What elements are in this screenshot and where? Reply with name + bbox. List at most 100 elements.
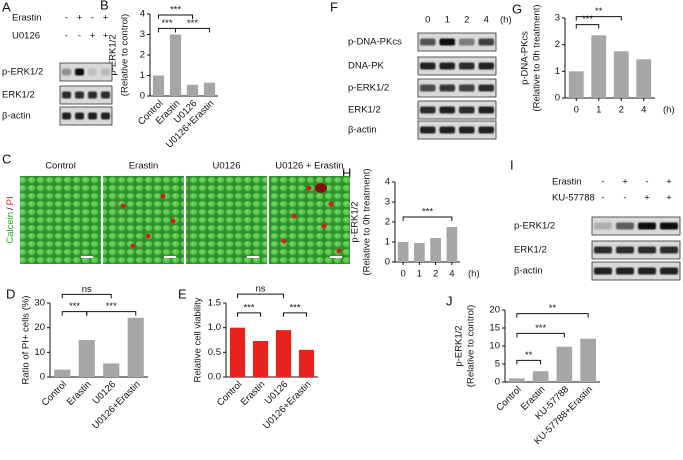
y-tick-label: 0 xyxy=(495,377,500,388)
blot-row-label: p-ERK1/2 xyxy=(514,221,555,232)
significance-bracket xyxy=(86,311,137,316)
x-tick-label: 1 xyxy=(417,269,422,280)
bar xyxy=(414,243,425,262)
y-axis-label: (Relative to 0h treatment) xyxy=(532,4,543,111)
blot-band xyxy=(660,222,678,230)
significance-label: *** xyxy=(422,207,433,218)
condition-sign: - xyxy=(78,31,81,42)
blot-band xyxy=(459,38,475,46)
significance-label: *** xyxy=(161,18,172,29)
condition-sign: - xyxy=(601,193,604,204)
y-tick-label: 2 xyxy=(385,217,390,228)
y-tick-label: 1 xyxy=(140,70,145,81)
bar xyxy=(580,338,596,382)
blot-band xyxy=(420,106,436,114)
blot-strip xyxy=(59,106,113,126)
x-tick-label: 1 xyxy=(596,105,601,116)
blot-band xyxy=(101,68,110,76)
bar xyxy=(103,363,120,377)
pi-cell xyxy=(306,185,312,191)
blot-strip xyxy=(59,62,113,82)
y-axis-label: p-ERK1/2 xyxy=(454,325,465,366)
bar xyxy=(186,84,199,96)
x-tick-label: 0 xyxy=(400,269,405,280)
y-axis-label: (Relative to 0h treatment) xyxy=(362,168,373,275)
condition-sign: - xyxy=(645,177,648,188)
x-tick-label: 2 xyxy=(619,105,624,116)
significance-bracket xyxy=(61,311,88,316)
blot-band xyxy=(594,222,612,230)
y-tick-label: 10 xyxy=(489,341,500,352)
blot-strip xyxy=(417,56,497,76)
blot-band xyxy=(101,112,110,120)
significance-bracket xyxy=(575,24,600,29)
significance-label: ** xyxy=(549,303,557,314)
panel-label: E xyxy=(178,286,187,301)
significance-bracket xyxy=(175,27,210,33)
pi-cell xyxy=(321,223,327,229)
condition-sign: + xyxy=(622,177,628,188)
significance-label: *** xyxy=(289,302,300,313)
y-tick-label: 0 xyxy=(140,91,145,102)
x-tick-label: Control xyxy=(215,379,244,408)
stain-label-part: Calcein xyxy=(5,212,16,244)
lane-label: 0 xyxy=(425,15,430,26)
image-label: Control xyxy=(45,161,76,172)
blot-band xyxy=(420,126,436,134)
bar xyxy=(54,369,71,377)
stain-label-part: PI xyxy=(5,196,16,205)
condition-label: Erastin xyxy=(552,177,582,188)
image-label: U0126 xyxy=(213,161,241,172)
blot-band xyxy=(459,62,475,70)
blot-band xyxy=(420,38,436,46)
x-tick-label: Erastin xyxy=(65,379,94,408)
pi-cell xyxy=(281,238,287,244)
condition-sign: + xyxy=(90,31,96,42)
significance-bracket xyxy=(516,359,542,365)
x-tick-label: Control xyxy=(40,379,69,408)
significance-label: *** xyxy=(187,18,198,29)
blot-band xyxy=(660,267,678,275)
panel-label: A xyxy=(2,0,11,14)
bar xyxy=(169,34,182,96)
bar xyxy=(446,227,458,262)
significance-bracket xyxy=(402,216,453,221)
y-tick-label: 20 xyxy=(34,322,45,333)
blot-row-label: ERK1/2 xyxy=(514,245,547,256)
significance-label: ** xyxy=(595,6,603,17)
blot-band xyxy=(660,246,678,254)
stain-label: Calcein / PI xyxy=(5,196,16,243)
blot-strip xyxy=(417,120,497,140)
blot-row-label: DNA-PK xyxy=(348,61,385,72)
blot-band xyxy=(459,106,475,114)
bar xyxy=(203,82,216,96)
blot-band xyxy=(459,84,475,92)
blot-row-label: β-actin xyxy=(514,266,543,277)
bar xyxy=(613,51,629,98)
panel-label: H xyxy=(342,165,351,180)
blot-band xyxy=(459,126,475,134)
blot-strip xyxy=(591,240,681,260)
blot-band xyxy=(478,126,494,134)
blot-row-label: p-ERK1/2 xyxy=(348,83,389,94)
blot-row-label: ERK1/2 xyxy=(348,105,381,116)
blot-band xyxy=(439,62,455,70)
bar xyxy=(298,349,315,377)
significance-bracket xyxy=(516,332,565,338)
micrograph xyxy=(20,176,101,264)
panel-label: I xyxy=(510,157,514,172)
significance-label: *** xyxy=(69,301,80,312)
significance-label: ** xyxy=(525,350,533,361)
condition-sign: + xyxy=(103,31,109,42)
micrograph xyxy=(186,176,267,264)
blot-band xyxy=(616,222,634,230)
panel-label: G xyxy=(512,1,522,16)
blot-band xyxy=(594,267,612,275)
significance-bracket xyxy=(158,14,193,20)
significance-label: *** xyxy=(106,301,117,312)
blot-band xyxy=(75,68,84,76)
y-tick-label: 20 xyxy=(489,305,500,316)
blot-band xyxy=(478,84,494,92)
significance-label: ns xyxy=(255,284,265,295)
x-tick-label: Erastin xyxy=(239,379,268,408)
